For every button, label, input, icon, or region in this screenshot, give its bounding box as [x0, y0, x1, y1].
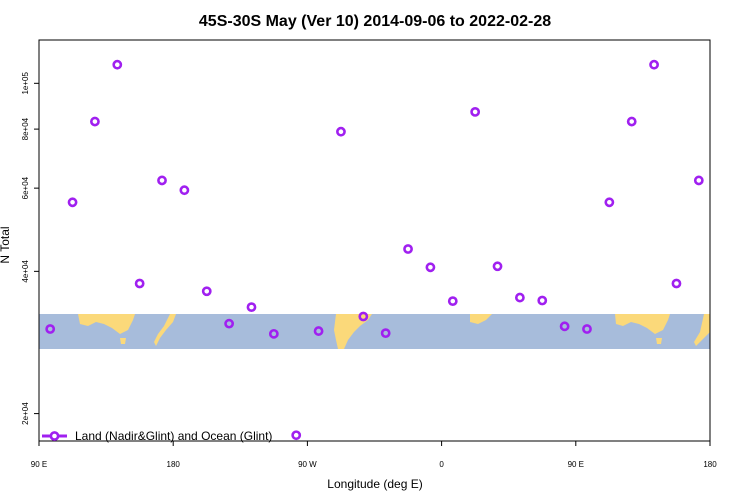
- data-point: [671, 278, 682, 289]
- data-point: [112, 59, 123, 70]
- map-strip: [39, 314, 710, 349]
- land-australia-2: [615, 314, 670, 334]
- data-point: [45, 324, 56, 334]
- plot-frame: [38, 39, 711, 442]
- land-tasmania-1: [120, 338, 126, 344]
- data-point: [246, 302, 257, 313]
- land-newzealand-2: [694, 314, 710, 346]
- data-point: [358, 311, 369, 322]
- y-axis: 2e+04 4e+04 6e+04 8e+04 1e+05: [21, 72, 39, 425]
- legend-label: Land (Nadir&Glint) and Ocean (Glint): [75, 429, 272, 443]
- x-tick-label: 90 E: [31, 460, 47, 469]
- x-tick-label: 180: [167, 460, 181, 469]
- data-point: [403, 244, 413, 254]
- x-tick-label: 180: [703, 460, 717, 469]
- x-axis: 90 E 180 90 W 0 90 E 180: [31, 441, 717, 469]
- ocean-band: [39, 314, 710, 349]
- data-point: [224, 318, 235, 329]
- data-point: [582, 324, 592, 334]
- data-point: [537, 295, 548, 306]
- data-point: [447, 296, 458, 307]
- x-tick-label: 0: [439, 460, 444, 469]
- data-point: [67, 197, 78, 208]
- data-points: [45, 59, 704, 441]
- data-point: [693, 175, 704, 186]
- data-point: [313, 326, 324, 336]
- data-point: [470, 106, 481, 117]
- legend: Land (Nadir&Glint) and Ocean (Glint): [42, 429, 272, 443]
- y-tick-label: 1e+05: [21, 72, 30, 95]
- data-point: [201, 286, 212, 297]
- x-tick-label: 90 W: [298, 460, 317, 469]
- data-point: [157, 175, 167, 186]
- data-point: [492, 261, 503, 272]
- data-point: [380, 328, 391, 339]
- data-point: [268, 328, 279, 339]
- land-southamerica: [334, 314, 372, 349]
- data-point: [336, 126, 346, 137]
- data-point: [649, 59, 659, 70]
- y-tick-label: 4e+04: [21, 260, 30, 283]
- x-tick-label: 90 E: [568, 460, 584, 469]
- land-australia-1: [78, 314, 135, 334]
- data-point: [604, 197, 615, 208]
- x-axis-label: Longitude (deg E): [327, 477, 422, 491]
- data-point: [425, 262, 436, 273]
- y-tick-label: 8e+04: [21, 117, 30, 140]
- land-newzealand-1: [154, 314, 176, 346]
- y-axis-label: N Total: [0, 226, 12, 263]
- chart-title: 45S-30S May (Ver 10) 2014-09-06 to 2022-…: [199, 13, 551, 30]
- data-point: [514, 292, 525, 303]
- y-tick-label: 2e+04: [21, 402, 30, 425]
- data-point: [90, 116, 100, 127]
- land-africa: [470, 314, 492, 324]
- data-point: [134, 278, 145, 289]
- y-tick-label: 6e+04: [21, 176, 30, 199]
- legend-swatch-marker: [49, 431, 60, 441]
- data-point: [626, 116, 637, 127]
- data-point: [559, 321, 570, 332]
- data-point: [291, 430, 302, 441]
- data-point: [179, 185, 190, 196]
- land-tasmania-2: [656, 338, 662, 344]
